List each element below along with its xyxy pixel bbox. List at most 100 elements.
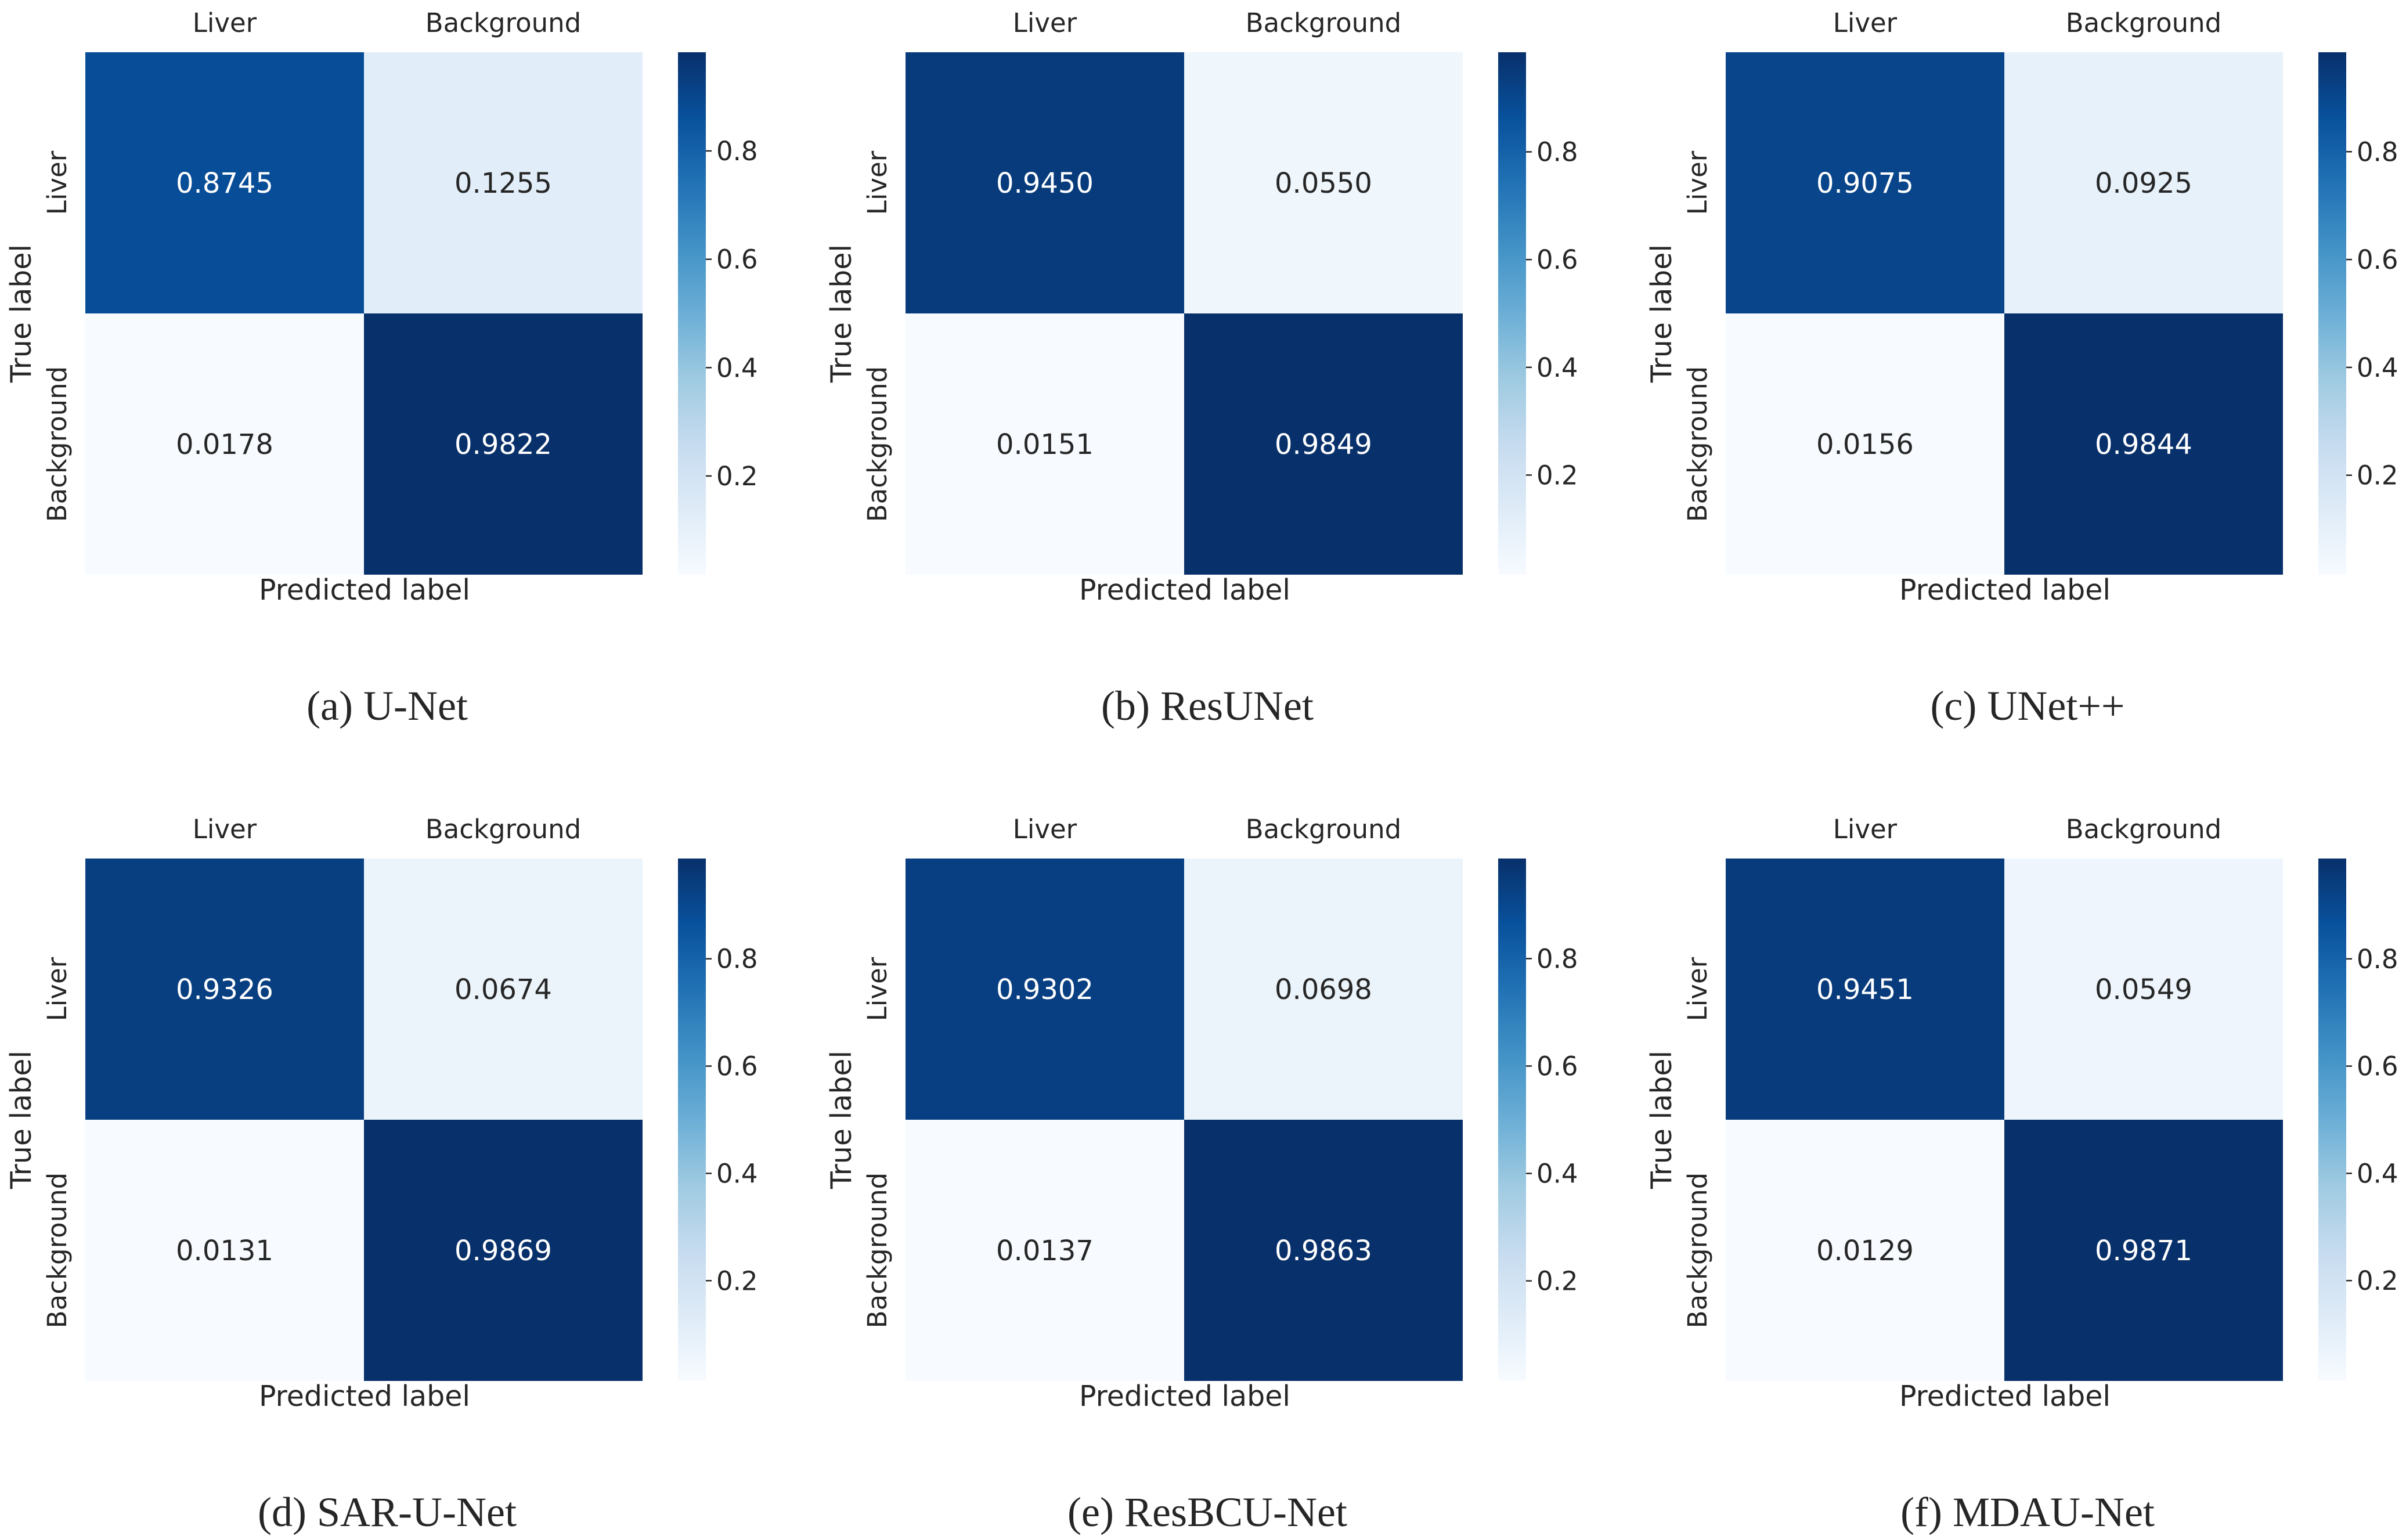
heatmap-cell	[364, 859, 643, 1120]
colorbar-tick-label: 0.4	[1536, 352, 1578, 383]
colorbar-tick-label: 0.2	[716, 461, 758, 492]
y-tick-label: Background	[42, 366, 73, 522]
colorbar-tick-label: 0.4	[716, 1158, 758, 1189]
y-tick-label: Liver	[42, 957, 73, 1021]
subfigure-caption: (b) ResUNet	[1101, 683, 1314, 729]
heatmap-cell	[906, 52, 1184, 313]
y-axis-label: True label	[5, 1051, 38, 1189]
cell-value-label: 0.0137	[996, 1235, 1094, 1267]
colorbar-tick-label: 0.4	[716, 352, 758, 383]
colorbar-tick-label: 0.8	[1536, 137, 1578, 168]
subfigure-caption: (c) UNet++	[1930, 683, 2124, 729]
x-tick-label: Background	[425, 8, 581, 38]
subfigure-caption: (a) U-Net	[306, 683, 468, 729]
cell-value-label: 0.9451	[1816, 973, 1914, 1006]
cell-value-label: 0.9075	[1816, 167, 1914, 200]
colorbar-tick-label: 0.2	[2357, 1265, 2398, 1296]
cell-value-label: 0.9450	[996, 167, 1094, 200]
cell-value-label: 0.0925	[2095, 167, 2192, 200]
x-axis-label: Predicted label	[259, 574, 470, 607]
colorbar-tick-label: 0.4	[1536, 1159, 1578, 1189]
colorbar-tick-label: 0.2	[1536, 1266, 1578, 1297]
colorbar-tick-label: 0.2	[1536, 460, 1578, 491]
colorbar-tick-label: 0.4	[2357, 352, 2398, 383]
heatmap-cell	[1726, 313, 2004, 575]
heatmap-cell	[85, 1120, 364, 1381]
x-tick-label: Background	[2066, 8, 2221, 38]
heatmap-panel-3: 0.9075 0.0925 0.0156 0.9844 Liver Background L…	[1645, 8, 2398, 729]
heatmap-cell	[2004, 1120, 2283, 1381]
y-tick-label: Liver	[862, 957, 893, 1021]
y-tick-label: Background	[862, 1173, 893, 1328]
subfigure-caption: (d) SAR-U-Net	[258, 1489, 517, 1535]
heatmap-cell	[1184, 1120, 1463, 1381]
x-tick-label: Background	[1246, 814, 1401, 845]
cell-value-label: 0.9849	[1275, 428, 1372, 461]
y-tick-label: Background	[42, 1173, 73, 1328]
y-tick-label: Liver	[42, 150, 73, 215]
heatmap-cell	[1726, 52, 2004, 313]
heatmap-cell	[906, 313, 1184, 575]
x-tick-label: Liver	[193, 814, 257, 845]
x-tick-label: Liver	[1013, 814, 1077, 845]
colorbar	[678, 859, 706, 1381]
colorbar	[678, 52, 706, 575]
colorbar-tick-label: 0.6	[1536, 244, 1578, 275]
x-tick-label: Background	[425, 814, 581, 845]
y-axis-label: True label	[825, 1051, 858, 1189]
x-axis-label: Predicted label	[1899, 1380, 2111, 1413]
heatmap-panel-6: 0.9451 0.0549 0.0129 0.9871 Liver Background L…	[1645, 814, 2398, 1535]
y-tick-label: Liver	[1682, 957, 1713, 1021]
colorbar-tick-label: 0.2	[2357, 460, 2398, 491]
heatmap-cell	[1184, 313, 1463, 575]
colorbar-tick-label: 0.6	[716, 244, 758, 275]
colorbar	[1498, 52, 1526, 575]
heatmap-panel-5: 0.9302 0.0698 0.0137 0.9863 Liver Background L…	[825, 814, 1578, 1535]
cell-value-label: 0.0131	[176, 1235, 273, 1267]
y-tick-label: Liver	[1682, 150, 1713, 215]
cell-value-label: 0.9863	[1275, 1235, 1372, 1267]
cell-value-label: 0.9326	[176, 973, 273, 1006]
colorbar-tick-label: 0.4	[2357, 1158, 2398, 1189]
cell-value-label: 0.0129	[1816, 1235, 1914, 1267]
y-tick-label: Background	[1682, 1173, 1713, 1328]
colorbar-tick-label: 0.6	[716, 1051, 758, 1082]
y-axis-label: True label	[1645, 244, 1678, 383]
cell-value-label: 0.8745	[176, 167, 273, 200]
cell-value-label: 0.0156	[1816, 428, 1914, 461]
x-axis-label: Predicted label	[1079, 574, 1290, 607]
heatmap-cell	[364, 1120, 643, 1381]
subfigure-caption: (f) MDAU-Net	[1900, 1489, 2155, 1535]
colorbar-tick-label: 0.8	[2357, 944, 2398, 975]
colorbar-tick-label: 0.8	[716, 136, 758, 167]
cell-value-label: 0.9869	[454, 1235, 552, 1267]
cell-value-label: 0.0549	[2095, 973, 2192, 1006]
cell-value-label: 0.0151	[996, 428, 1094, 461]
heatmap-cell	[2004, 859, 2283, 1120]
y-axis-label: True label	[5, 244, 38, 383]
x-tick-label: Liver	[1833, 8, 1898, 38]
heatmap-cell	[1726, 859, 2004, 1120]
colorbar-tick-label: 0.8	[1536, 943, 1578, 974]
heatmap-panel-2: 0.9450 0.0550 0.0151 0.9849 Liver Background L…	[825, 8, 1578, 729]
colorbar	[2318, 859, 2346, 1381]
heatmap-cell	[906, 1120, 1184, 1381]
heatmap-cell	[85, 859, 364, 1120]
x-tick-label: Background	[1246, 8, 1401, 38]
heatmap-cell	[1184, 52, 1463, 313]
heatmap-cell	[1184, 859, 1463, 1120]
cell-value-label: 0.0550	[1275, 167, 1372, 200]
y-axis-label: True label	[825, 244, 858, 383]
heatmap-cell	[2004, 52, 2283, 313]
colorbar-tick-label: 0.2	[716, 1265, 758, 1296]
heatmap-cell	[1726, 1120, 2004, 1381]
cell-value-label: 0.9822	[454, 428, 552, 461]
colorbar	[1498, 859, 1526, 1381]
y-axis-label: True label	[1645, 1051, 1678, 1189]
heatmap-panel-1: 0.8745 0.1255 0.0178 0.9822 Liver Background L…	[5, 8, 758, 729]
y-tick-label: Background	[862, 366, 893, 522]
y-tick-label: Liver	[862, 150, 893, 215]
cell-value-label: 0.9844	[2095, 428, 2192, 461]
cell-value-label: 0.0178	[176, 428, 273, 461]
